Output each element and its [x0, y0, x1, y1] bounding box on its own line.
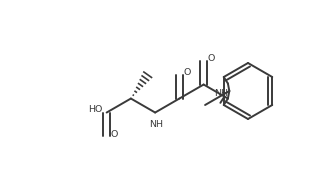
Text: O: O: [111, 130, 118, 139]
Text: O: O: [184, 68, 191, 77]
Text: HO: HO: [88, 105, 103, 114]
Text: NH: NH: [214, 90, 228, 98]
Text: NH: NH: [149, 120, 163, 129]
Text: O: O: [208, 54, 215, 63]
